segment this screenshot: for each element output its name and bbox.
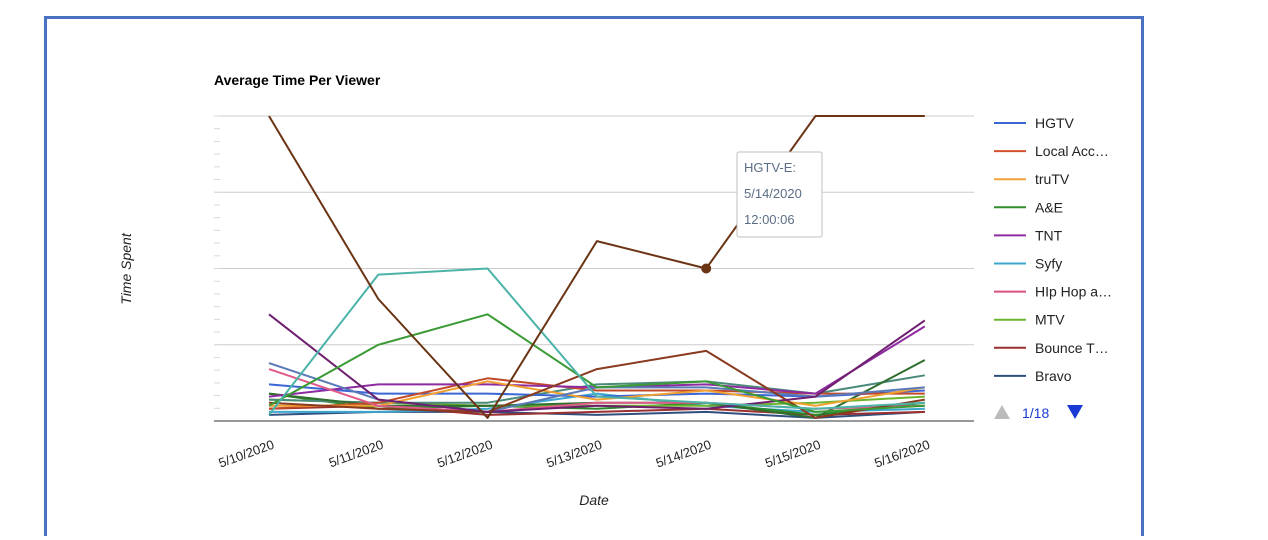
legend-item-label: HIp Hop a… [1035,284,1112,300]
x-tick-label: 5/10/2020 [217,437,276,471]
triangle-down-icon[interactable] [1067,405,1083,419]
x-tick-label: 5/14/2020 [654,437,713,471]
tooltip-value: 12:00:06 [744,212,795,227]
x-tick-label: 5/16/2020 [872,437,931,471]
y-axis-title: Time Spent [118,232,134,305]
series-line [268,115,925,419]
legend-item-label: A&E [1035,199,1063,215]
legend-pager: 1/18 [994,405,1083,421]
series-line [268,325,926,398]
chart-title: Average Time Per Viewer [214,72,381,88]
x-axis-title: Date [579,492,609,508]
legend-item-label: HGTV [1035,115,1075,131]
series-line [268,313,926,413]
legend-item-label: Bounce T… [1035,340,1109,356]
tooltip: HGTV-E: 5/14/2020 12:00:06 [736,151,823,238]
tooltip-box [736,151,823,238]
triangle-up-icon[interactable] [994,405,1010,419]
tooltip-date: 5/14/2020 [744,186,802,201]
legend-item-label: Bravo [1035,368,1072,384]
x-tick-label: 5/11/2020 [327,437,386,471]
legend-item-label: truTV [1035,171,1070,187]
series-line [268,349,925,419]
series-line [268,313,925,413]
x-tick-labels: 5/10/2020 5/11/2020 5/12/2020 5/13/2020 5/14… [217,437,932,471]
x-tick-label: 5/12/2020 [435,437,494,471]
series-layer [268,115,926,419]
line-chart: Average Time Per Viewer 5/10/2020 5/11/20… [118,72,1112,508]
highlighted-point [701,263,712,274]
x-tick-label: 5/13/2020 [544,437,603,471]
y-minor-ticks [214,115,220,422]
chart-container: Average Time Per Viewer 5/10/2020 5/11/20… [44,16,1144,536]
legend-item-label: TNT [1035,227,1063,243]
series-line [268,267,925,416]
grid-lines [214,115,974,346]
legend-item-label: Syfy [1035,256,1062,272]
tooltip-series: HGTV-E: [744,160,796,175]
x-tick-label: 5/15/2020 [763,437,822,471]
legend-page-indicator: 1/18 [1022,405,1049,421]
legend: HGTV Local Acc… truTV A&E TNT Syfy HIp Hop a… M… [994,115,1112,384]
legend-item-label: MTV [1035,312,1065,328]
legend-item-label: Local Acc… [1035,143,1109,159]
